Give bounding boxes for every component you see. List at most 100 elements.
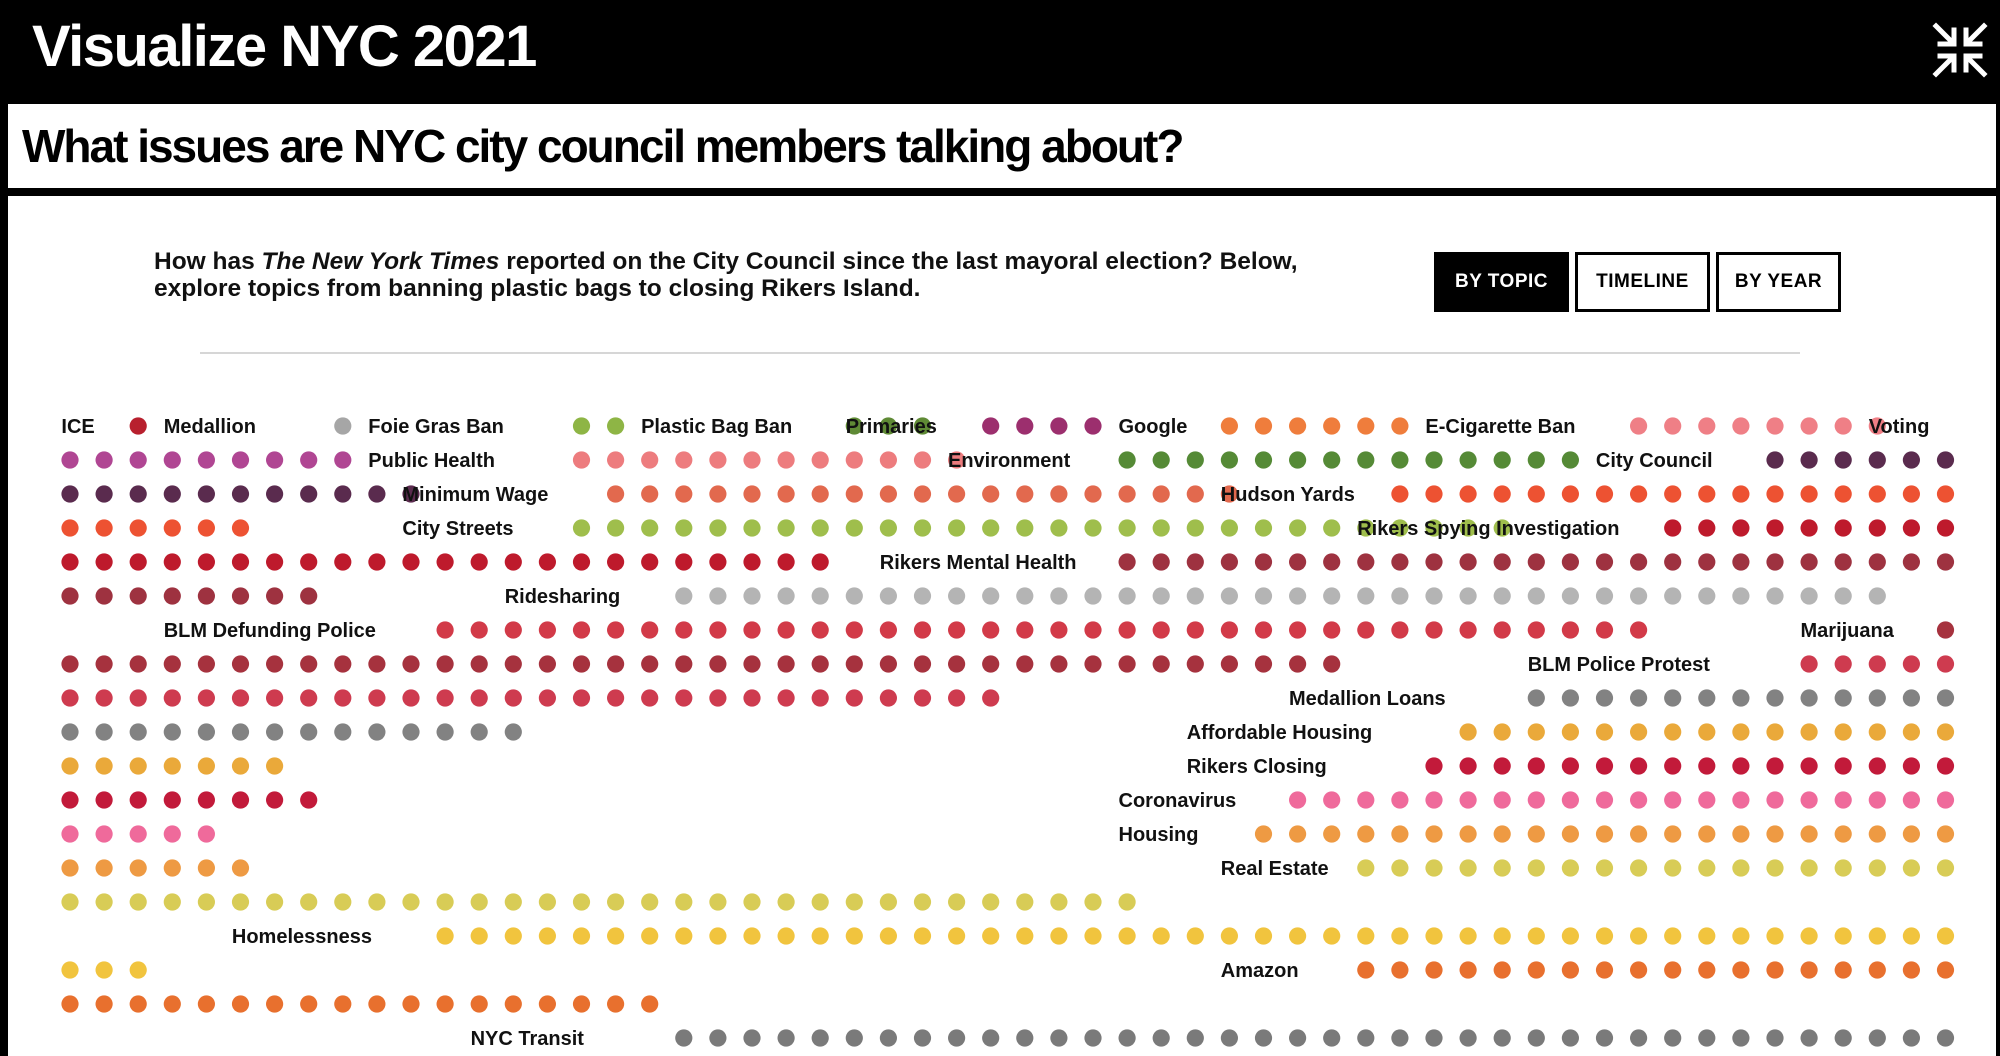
topic-dot[interactable] <box>95 859 113 877</box>
topic-dot[interactable] <box>1698 1029 1716 1047</box>
topic-dot[interactable] <box>61 689 79 707</box>
topic-dot[interactable] <box>1527 553 1545 571</box>
topic-dot[interactable] <box>1664 417 1682 435</box>
topic-dot[interactable] <box>470 655 488 673</box>
topic-dot[interactable] <box>777 621 795 639</box>
topic-dot[interactable] <box>572 655 591 673</box>
topic-dot[interactable] <box>163 519 181 537</box>
topic-dot[interactable] <box>1220 587 1238 605</box>
topic-dot[interactable] <box>1527 621 1545 639</box>
topic-dot[interactable] <box>1630 553 1648 571</box>
topic-label[interactable]: BLM Police Protest <box>1528 654 1711 676</box>
topic-dot[interactable] <box>1936 451 1955 469</box>
topic-dot[interactable] <box>1493 825 1511 843</box>
topic-dot[interactable] <box>1664 757 1682 775</box>
topic-dot[interactable] <box>1630 927 1648 945</box>
topic-dot[interactable] <box>1289 655 1307 673</box>
topic-dot[interactable] <box>641 451 659 469</box>
topic-dot[interactable] <box>1595 553 1614 571</box>
topic-dot[interactable] <box>1800 859 1818 877</box>
topic-dot[interactable] <box>1016 519 1034 537</box>
topic-dot[interactable] <box>1868 859 1886 877</box>
topic-dot[interactable] <box>709 621 727 639</box>
topic-dot[interactable] <box>300 995 318 1013</box>
topic-dot[interactable] <box>1016 485 1034 503</box>
topic-dot[interactable] <box>197 859 215 877</box>
topic-dot[interactable] <box>129 519 147 537</box>
topic-dot[interactable] <box>538 655 557 673</box>
topic-dot[interactable] <box>1493 485 1511 503</box>
topic-dot[interactable] <box>1289 519 1307 537</box>
topic-dot[interactable] <box>470 927 488 945</box>
topic-dot[interactable] <box>1391 791 1409 809</box>
topic-dot[interactable] <box>1220 655 1238 673</box>
topic-dot[interactable] <box>197 451 215 469</box>
topic-dot[interactable] <box>948 587 966 605</box>
topic-dot[interactable] <box>1493 587 1511 605</box>
topic-dot[interactable] <box>300 689 318 707</box>
topic-label[interactable]: Google <box>1119 416 1188 438</box>
topic-dot[interactable] <box>1834 961 1852 979</box>
topic-dot[interactable] <box>913 417 932 435</box>
topic-dot[interactable] <box>300 553 318 571</box>
topic-dot[interactable] <box>709 553 727 571</box>
topic-dot[interactable] <box>1391 587 1409 605</box>
topic-dot[interactable] <box>1732 485 1750 503</box>
topic-dot[interactable] <box>1766 689 1784 707</box>
topic-dot[interactable] <box>1868 689 1886 707</box>
topic-dot[interactable] <box>1527 757 1545 775</box>
topic-dot[interactable] <box>1459 927 1477 945</box>
topic-dot[interactable] <box>1527 451 1545 469</box>
topic-dot[interactable] <box>709 519 727 537</box>
topic-dot[interactable] <box>607 995 625 1013</box>
topic-dot[interactable] <box>1936 859 1955 877</box>
topic-dot[interactable] <box>231 587 250 605</box>
topic-dot[interactable] <box>1698 859 1716 877</box>
topic-dot[interactable] <box>1902 519 1920 537</box>
topic-dot[interactable] <box>1630 961 1648 979</box>
topic-dot[interactable] <box>607 519 625 537</box>
topic-dot[interactable] <box>572 621 591 639</box>
topic-dot[interactable] <box>1664 791 1682 809</box>
topic-dot[interactable] <box>948 621 966 639</box>
topic-dot[interactable] <box>61 995 79 1013</box>
topic-dot[interactable] <box>811 655 829 673</box>
topic-dot[interactable] <box>1050 485 1068 503</box>
topic-dot[interactable] <box>607 893 625 911</box>
topic-dot[interactable] <box>1664 519 1682 537</box>
topic-dot[interactable] <box>641 553 659 571</box>
topic-dot[interactable] <box>402 723 420 741</box>
topic-dot[interactable] <box>1868 417 1886 435</box>
topic-dot[interactable] <box>1732 1029 1750 1047</box>
topic-dot[interactable] <box>197 655 215 673</box>
topic-dot[interactable] <box>436 995 454 1013</box>
topic-label[interactable]: Plastic Bag Ban <box>641 416 792 438</box>
topic-dot[interactable] <box>266 723 284 741</box>
topic-dot[interactable] <box>1732 757 1750 775</box>
topic-dot[interactable] <box>675 451 693 469</box>
topic-dot[interactable] <box>163 791 181 809</box>
topic-dot[interactable] <box>1357 825 1375 843</box>
topic-dot[interactable] <box>1766 451 1784 469</box>
topic-dot[interactable] <box>1766 757 1784 775</box>
topic-label[interactable]: Environment <box>948 450 1071 472</box>
topic-label[interactable]: NYC Transit <box>471 1028 585 1050</box>
topic-dot[interactable] <box>1254 553 1273 571</box>
topic-dot[interactable] <box>1630 791 1648 809</box>
topic-dot[interactable] <box>163 587 181 605</box>
topic-dot[interactable] <box>572 451 591 469</box>
topic-dot[interactable] <box>1459 791 1477 809</box>
collapse-button[interactable] <box>1930 20 1990 80</box>
topic-dot[interactable] <box>1936 1029 1955 1047</box>
topic-dot[interactable] <box>1084 587 1102 605</box>
topic-dot[interactable] <box>948 655 966 673</box>
topic-dot[interactable] <box>1630 587 1648 605</box>
topic-dot[interactable] <box>436 893 454 911</box>
topic-label[interactable]: City Streets <box>402 518 513 540</box>
topic-dot[interactable] <box>538 553 557 571</box>
topic-dot[interactable] <box>1289 927 1307 945</box>
topic-dot[interactable] <box>334 485 352 503</box>
topic-dot[interactable] <box>1766 859 1784 877</box>
topic-dot[interactable] <box>709 893 727 911</box>
topic-dot[interactable] <box>675 519 693 537</box>
